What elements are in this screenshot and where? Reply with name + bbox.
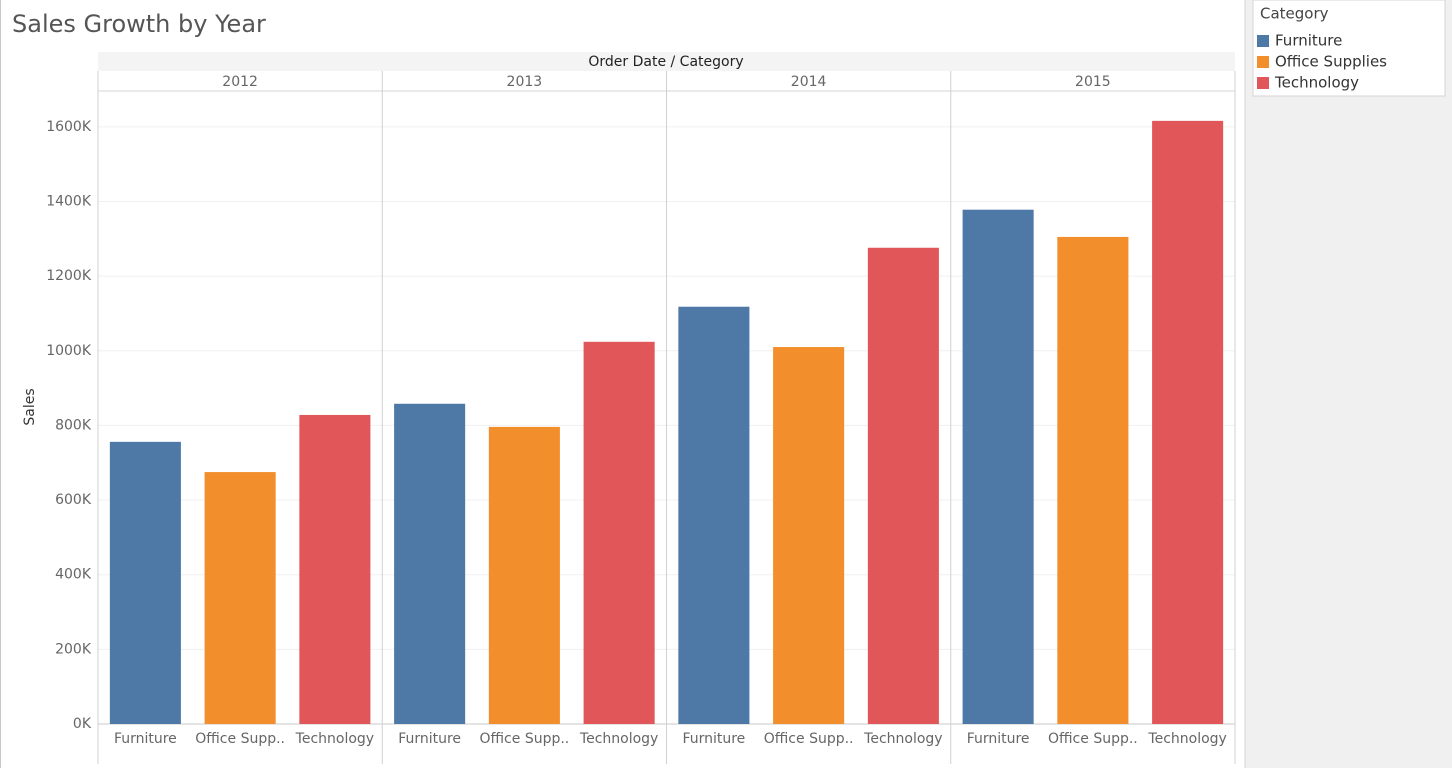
y-tick-label: 600K — [55, 492, 92, 508]
x-tick-label: Furniture — [114, 731, 177, 747]
y-axis-label: Sales — [22, 388, 38, 425]
bar — [867, 247, 939, 724]
bar — [394, 403, 466, 724]
y-tick-label: 1000K — [46, 343, 92, 359]
x-tick-label: Furniture — [967, 731, 1030, 747]
y-tick-label: 1200K — [46, 268, 92, 284]
header-band — [98, 52, 1235, 71]
bar — [299, 414, 371, 724]
legend-entry: Office Supplies — [1275, 53, 1387, 71]
x-tick-label: Technology — [863, 731, 942, 747]
x-tick-label: Technology — [1147, 731, 1226, 747]
year-label: 2015 — [1075, 74, 1111, 90]
bar — [678, 306, 750, 724]
header: Order Date / Category — [588, 54, 743, 70]
bar — [109, 441, 181, 724]
legend-box — [1252, 0, 1446, 97]
bar — [488, 426, 560, 724]
legend-entry: Furniture — [1275, 32, 1342, 50]
y-tick-label: 200K — [55, 641, 92, 657]
x-tick-label: Office Supp.. — [764, 731, 854, 747]
year-label: 2012 — [222, 74, 258, 90]
bar — [583, 341, 655, 724]
y-tick-label: 400K — [55, 567, 92, 583]
bar — [962, 209, 1034, 724]
year-label: 2013 — [507, 74, 543, 90]
legend-entry: Technology — [1274, 74, 1359, 92]
x-tick-label: Office Supp.. — [195, 731, 285, 747]
y-tick-label: 1600K — [46, 119, 92, 135]
y-tick-label: 0K — [73, 716, 92, 732]
x-tick-label: Furniture — [682, 731, 745, 747]
x-tick-label: Office Supp.. — [1048, 731, 1138, 747]
bar — [204, 472, 276, 724]
bar — [1057, 236, 1129, 724]
legend-title: Category — [1260, 5, 1329, 23]
x-tick-label: Technology — [579, 731, 658, 747]
y-tick-label: 1400K — [46, 193, 92, 209]
bar — [773, 347, 845, 724]
year-label: 2014 — [791, 74, 827, 90]
chart-title: Sales Growth by Year — [12, 10, 266, 38]
x-tick-label: Furniture — [398, 731, 461, 747]
y-tick-label: 800K — [55, 417, 92, 433]
x-tick-label: Technology — [295, 731, 374, 747]
legend-swatch — [1257, 56, 1269, 68]
legend-swatch — [1257, 35, 1269, 47]
legend-swatch — [1257, 77, 1269, 89]
side-panel — [1245, 0, 1452, 768]
x-tick-label: Office Supp.. — [480, 731, 570, 747]
bar — [1152, 120, 1224, 724]
